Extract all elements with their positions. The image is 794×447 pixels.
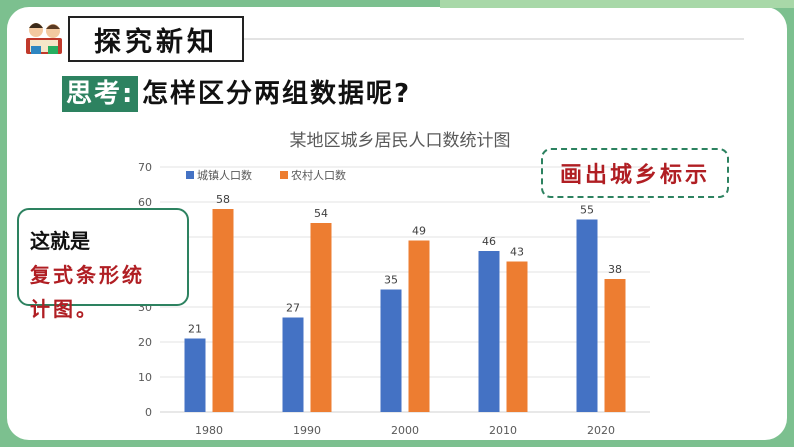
callout-bubble: [17, 208, 189, 306]
data-label: 58: [216, 193, 230, 206]
callout-line-3: 计图。: [30, 297, 99, 321]
bar-urban: [380, 289, 402, 412]
data-label: 35: [384, 274, 398, 287]
legend-label: 农村人口数: [291, 168, 346, 182]
data-label: 27: [286, 302, 300, 315]
y-tick-label: 70: [138, 161, 152, 174]
data-label: 54: [314, 207, 328, 220]
x-tick-label: 2010: [489, 424, 517, 437]
x-tick-label: 1990: [293, 424, 321, 437]
top-accent-bar: [440, 0, 794, 8]
bar-rural: [408, 240, 430, 412]
bar-urban: [282, 317, 304, 412]
x-tick-label: 1980: [195, 424, 223, 437]
bar-urban: [576, 219, 598, 412]
reading-kids-icon: [20, 16, 68, 60]
data-label: 46: [482, 235, 496, 248]
bar-rural: [310, 223, 332, 412]
data-label: 49: [412, 225, 426, 238]
page-title: 探究新知: [68, 16, 244, 62]
legend-hint-box: 画出城乡标示: [541, 148, 729, 198]
bar-urban: [184, 338, 206, 412]
bar-rural: [212, 209, 234, 412]
legend-label: 城镇人口数: [197, 168, 252, 182]
bar-rural: [604, 279, 626, 412]
title-divider: [244, 38, 744, 40]
data-label: 38: [608, 263, 622, 276]
legend-swatch: [280, 171, 288, 179]
data-label: 55: [580, 204, 594, 217]
callout-text: 这就是 复式条形统 计图。: [30, 224, 145, 326]
think-question: 怎样区分两组数据呢?: [142, 79, 412, 109]
bar-rural: [506, 261, 528, 412]
y-tick-label: 60: [138, 196, 152, 209]
data-label: 43: [510, 246, 524, 259]
bar-urban: [478, 251, 500, 412]
data-label: 21: [188, 323, 202, 336]
callout-line-1: 这就是: [30, 229, 90, 253]
y-tick-label: 20: [138, 336, 152, 349]
y-tick-label: 0: [145, 406, 152, 419]
y-tick-label: 10: [138, 371, 152, 384]
x-tick-label: 2020: [587, 424, 615, 437]
chart-title: 某地区城乡居民人口数统计图: [289, 131, 511, 151]
x-tick-label: 2000: [391, 424, 419, 437]
think-label: 思考:: [62, 76, 139, 112]
legend-swatch: [186, 171, 194, 179]
callout-line-2: 复式条形统: [30, 263, 145, 287]
